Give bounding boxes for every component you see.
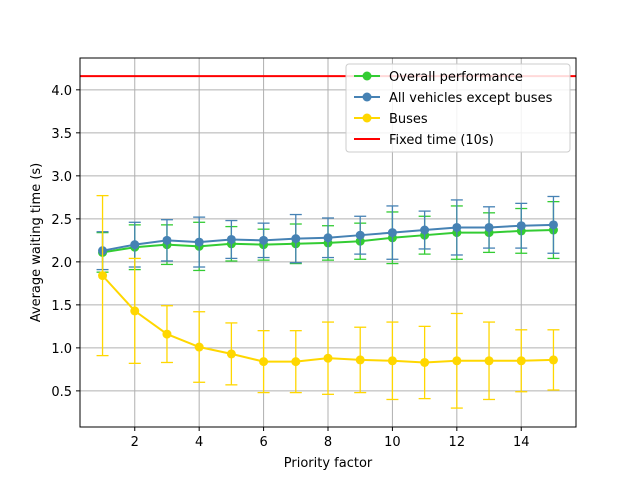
y-tick-label: 4.0 xyxy=(51,84,72,99)
data-point xyxy=(452,356,462,366)
data-point xyxy=(291,234,301,244)
data-point xyxy=(420,357,430,367)
data-point xyxy=(355,355,365,365)
x-tick-label: 4 xyxy=(195,435,203,450)
data-point xyxy=(162,329,172,339)
x-tick-label: 8 xyxy=(324,435,332,450)
series-3 xyxy=(96,194,560,409)
y-tick-label: 2.5 xyxy=(51,213,72,228)
y-tick-label: 2.0 xyxy=(51,256,72,271)
x-axis-label: Priority factor xyxy=(284,456,373,471)
y-tick-label: 1.0 xyxy=(51,342,72,357)
x-tick-label: 6 xyxy=(259,435,267,450)
data-point xyxy=(226,234,236,244)
data-point xyxy=(484,222,494,232)
legend-box xyxy=(345,63,571,153)
data-point xyxy=(130,306,140,316)
legend-marker xyxy=(362,71,372,81)
series-group xyxy=(96,194,560,409)
data-point xyxy=(259,235,269,245)
data-point xyxy=(98,271,108,281)
data-point xyxy=(194,342,204,352)
data-point xyxy=(387,356,397,366)
data-point xyxy=(516,356,526,366)
data-point xyxy=(420,225,430,235)
x-tick-label: 14 xyxy=(513,435,530,450)
legend: Overall performance All vehicles except b… xyxy=(345,63,571,153)
legend-marker xyxy=(362,92,372,102)
data-point xyxy=(387,228,397,238)
data-point xyxy=(548,220,558,230)
legend-label: Buses xyxy=(389,112,428,127)
y-ticks: 0.5 1.0 1.5 2.0 2.5 3.0 3.5 4.0 xyxy=(51,84,80,400)
data-point xyxy=(130,240,140,250)
plot-frame xyxy=(79,57,577,428)
data-point xyxy=(452,222,462,232)
legend-label: Overall performance xyxy=(389,70,523,85)
y-axis-label: Average waiting time (s) xyxy=(29,163,44,322)
data-point xyxy=(259,357,269,367)
data-point xyxy=(323,233,333,243)
data-point xyxy=(323,353,333,363)
x-ticks: 2 4 6 8 10 12 14 xyxy=(131,427,530,450)
y-tick-label: 0.5 xyxy=(51,385,72,400)
y-tick-label: 1.5 xyxy=(51,299,72,314)
data-point xyxy=(548,355,558,365)
legend-marker xyxy=(362,113,372,123)
data-point xyxy=(194,237,204,247)
y-tick-label: 3.5 xyxy=(51,127,72,142)
data-point xyxy=(516,221,526,231)
y-tick-label: 3.0 xyxy=(51,170,72,185)
data-point xyxy=(226,349,236,359)
grid xyxy=(80,58,576,427)
x-tick-label: 12 xyxy=(449,435,466,450)
x-tick-label: 2 xyxy=(131,435,139,450)
data-point xyxy=(291,357,301,367)
data-point xyxy=(162,235,172,245)
legend-label: All vehicles except buses xyxy=(389,91,553,106)
data-point xyxy=(484,356,494,366)
legend-label: Fixed time (10s) xyxy=(389,133,494,148)
x-tick-label: 10 xyxy=(384,435,401,450)
data-point xyxy=(355,230,365,240)
